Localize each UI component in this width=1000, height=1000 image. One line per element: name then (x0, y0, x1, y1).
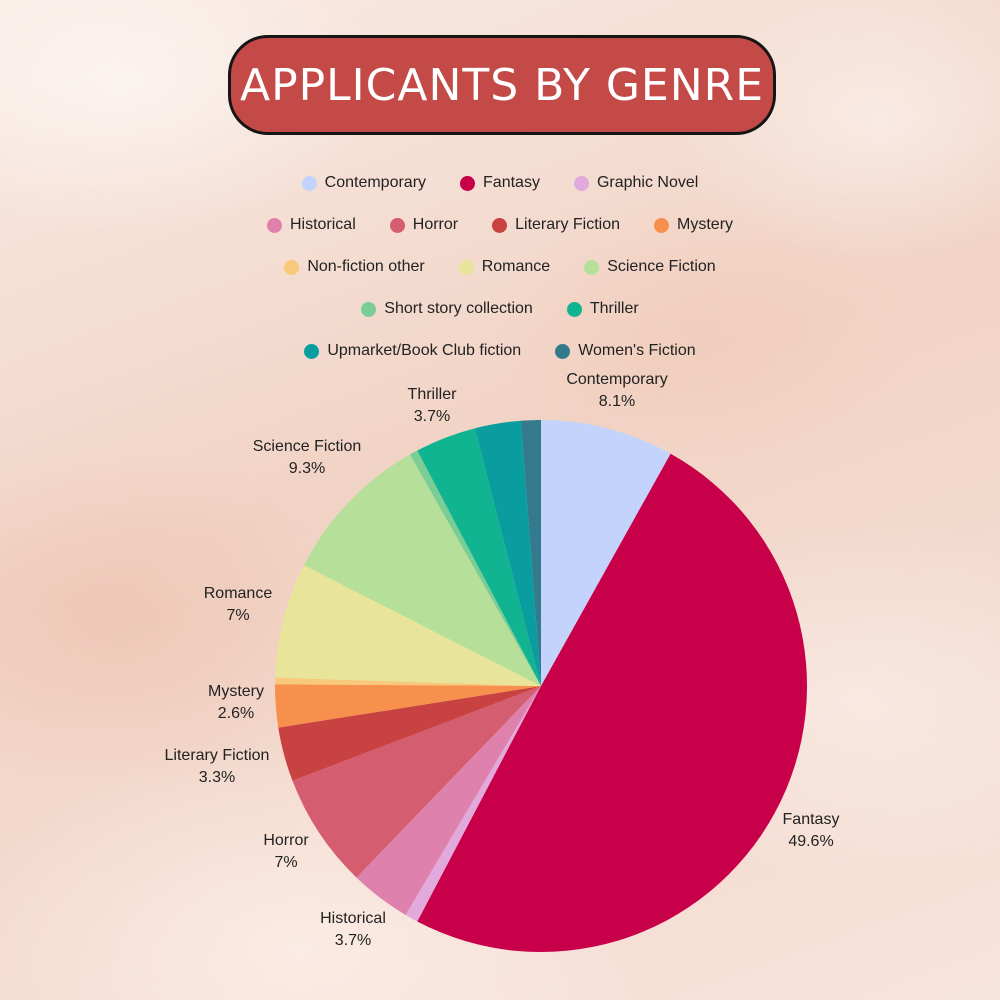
slice-label-romance: Romance 7% (204, 585, 273, 624)
slice-label-contemporary: Contemporary 8.1% (566, 371, 667, 410)
legend-swatch (284, 259, 300, 275)
legend-label: Contemporary (324, 174, 427, 191)
legend-swatch (555, 343, 571, 359)
legend-swatch (584, 259, 600, 275)
legend-swatch (566, 301, 582, 317)
legend-item-contemporary[interactable]: Contemporary (301, 174, 427, 192)
legend-label: Science Fiction (607, 258, 716, 275)
legend-item-thriller[interactable]: Thriller (566, 300, 639, 318)
pie-slice-graphic-novel[interactable] (405, 686, 541, 922)
legend-item-historical[interactable]: Historical (266, 216, 356, 234)
legend-item-short-story-collection[interactable]: Short story collection (361, 300, 533, 318)
pie-slice-historical[interactable] (356, 686, 541, 915)
legend-label: Mystery (677, 216, 734, 233)
pie-slice-fantasy[interactable] (417, 453, 808, 953)
chart-title: APPLICANTS BY GENRE (239, 59, 764, 111)
pie-slice-literary-fiction[interactable] (278, 686, 541, 781)
legend-label: Horror (412, 216, 459, 233)
legend-label: Thriller (589, 300, 639, 317)
legend-label: Historical (289, 216, 356, 233)
legend-item-fantasy[interactable]: Fantasy (460, 174, 540, 192)
legend-label: Romance (481, 258, 551, 275)
legend-row: Historical Horror Literary Fiction Mystery (0, 204, 1000, 246)
legend-swatch (304, 343, 320, 359)
pie-slice-contemporary[interactable] (541, 420, 671, 686)
legend-row: Short story collection Thriller (0, 288, 1000, 330)
pie-slice-science-fiction[interactable] (303, 454, 541, 686)
legend-row: Upmarket/Book Club fiction Women's Fictio… (0, 330, 1000, 372)
pie-slice-women-s-fiction[interactable] (520, 420, 541, 686)
legend-label: Graphic Novel (596, 174, 699, 191)
legend-swatch (301, 175, 317, 191)
slice-label-literary-fiction: Literary Fiction 3.3% (165, 747, 270, 786)
pie-slice-short-story-collection[interactable] (409, 450, 541, 686)
slice-label-science-fiction: Science Fiction 9.3% (253, 438, 362, 477)
legend-label: Upmarket/Book Club fiction (327, 342, 522, 359)
legend-swatch (361, 301, 377, 317)
legend-item-women-s-fiction[interactable]: Women's Fiction (555, 342, 696, 360)
slice-label-thriller: Thriller 3.7% (408, 386, 458, 425)
legend-item-non-fiction-other[interactable]: Non-fiction other (284, 258, 425, 276)
slice-label-horror: Horror 7% (263, 832, 309, 871)
legend-item-graphic-novel[interactable]: Graphic Novel (573, 174, 699, 192)
legend-item-science-fiction[interactable]: Science Fiction (584, 258, 716, 276)
legend-swatch (654, 217, 670, 233)
legend-label: Women's Fiction (578, 342, 696, 359)
legend-row: Non-fiction other Romance Science Fiction (0, 246, 1000, 288)
legend-row: Contemporary Fantasy Graphic Novel (0, 162, 1000, 204)
legend-item-horror[interactable]: Horror (389, 216, 459, 234)
legend-label: Short story collection (384, 300, 533, 317)
slice-label-historical: Historical 3.7% (320, 910, 386, 949)
pie-slice-mystery[interactable] (275, 684, 541, 728)
legend-label: Fantasy (483, 174, 540, 191)
slice-label-fantasy: Fantasy 49.6% (783, 811, 840, 850)
legend-item-mystery[interactable]: Mystery (654, 216, 733, 234)
slice-label-mystery: Mystery 2.6% (208, 683, 264, 722)
legend-item-upmarket-book-club-fiction[interactable]: Upmarket/Book Club fiction (304, 342, 521, 360)
legend-swatch (458, 259, 474, 275)
pie-slice-thriller[interactable] (417, 428, 541, 686)
pie-slice-upmarket-book-club-fiction[interactable] (474, 420, 541, 686)
legend-swatch (460, 175, 476, 191)
title-banner: APPLICANTS BY GENRE (228, 35, 776, 135)
legend-swatch (492, 217, 508, 233)
legend-swatch (389, 217, 405, 233)
pie-slice-romance[interactable] (275, 565, 541, 686)
legend-label: Literary Fiction (515, 216, 621, 233)
legend-swatch (266, 217, 282, 233)
legend-item-romance[interactable]: Romance (458, 258, 551, 276)
chart-legend: Contemporary Fantasy Graphic Novel Historic… (0, 162, 1000, 372)
legend-label: Non-fiction other (307, 258, 425, 275)
legend-swatch (573, 175, 589, 191)
legend-item-literary-fiction[interactable]: Literary Fiction (492, 216, 620, 234)
pie-slice-non-fiction-other[interactable] (275, 677, 541, 686)
pie-slice-horror[interactable] (292, 686, 541, 878)
